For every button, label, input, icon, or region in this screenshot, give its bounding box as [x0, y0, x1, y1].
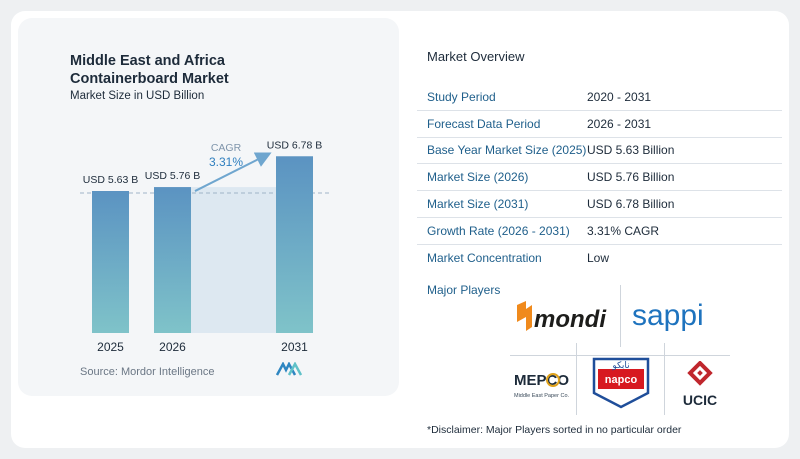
overview-row: Base Year Market Size (2025) USD 5.63 Bil…	[417, 138, 782, 165]
growth-arrow	[194, 152, 272, 192]
row-value: USD 6.78 Billion	[587, 197, 675, 212]
row-value: 3.31% CAGR	[587, 223, 660, 238]
overview-row: Study Period 2020 - 2031	[417, 84, 782, 111]
mordor-logo-icon	[276, 362, 302, 376]
disclaimer: *Disclaimer: Major Players sorted in no …	[427, 424, 682, 436]
x-tick-2026: 2026	[159, 340, 186, 354]
cagr-label: CAGR	[211, 142, 242, 154]
overview-row: Market Concentration Low	[417, 245, 782, 272]
sappi-wordmark: sappi	[632, 299, 704, 332]
source-note: Source: Mordor Intelligence	[80, 366, 215, 378]
chart-title: Middle East and Africa Containerboard Ma…	[70, 53, 229, 87]
napco-arabic: نابكو	[611, 361, 629, 371]
ucic-logo: UCIC	[683, 361, 717, 408]
x-tick-2025: 2025	[97, 340, 124, 354]
cagr-value: 3.31%	[209, 155, 243, 169]
bar-2026	[154, 187, 191, 333]
row-value: USD 5.63 Billion	[587, 143, 675, 158]
mondi-wordmark: mondi	[534, 306, 607, 333]
major-players-label: Major Players	[427, 283, 501, 297]
row-value: 2020 - 2031	[587, 89, 652, 104]
mepco-subtitle: Middle East Paper Co.	[514, 393, 569, 399]
mondi-logo: mondi	[517, 301, 607, 333]
sappi-logo: sappi	[632, 299, 704, 332]
row-label: Growth Rate (2026 - 2031)	[427, 223, 570, 238]
major-players-logos: mondi sappi MEPCO Middle East Paper Co. …	[510, 285, 730, 420]
bar-chart: USD 5.63 B 2025 USD 5.76 B 2026 USD 6.78 B 20…	[80, 139, 330, 354]
row-value: 2026 - 2031	[587, 116, 652, 131]
row-label: Market Concentration	[427, 251, 542, 266]
row-label: Study Period	[427, 89, 496, 104]
napco-logo: نابكو napco	[592, 357, 650, 409]
overview-row: Market Size (2026) USD 5.76 Billion	[417, 164, 782, 192]
overview-row: Forecast Data Period 2026 - 2031	[417, 111, 782, 138]
mepco-logo: MEPCO Middle East Paper Co.	[514, 372, 569, 399]
overview-row: Growth Rate (2026 - 2031) 3.31% CAGR	[417, 218, 782, 245]
data-label-2025: USD 5.63 B	[83, 174, 138, 186]
row-label: Market Size (2031)	[427, 197, 529, 212]
bar-2025	[92, 191, 129, 333]
logo-divider	[576, 343, 577, 415]
x-tick-2031: 2031	[281, 340, 308, 354]
row-value: Low	[587, 251, 610, 266]
chart-subtitle: Market Size in USD Billion	[70, 90, 205, 102]
forecast-band	[191, 187, 276, 333]
mepco-wordmark: MEPCO	[514, 372, 569, 389]
row-value: USD 5.76 Billion	[587, 170, 675, 185]
row-label: Forecast Data Period	[427, 116, 541, 131]
bar-2031	[276, 156, 313, 333]
ucic-wordmark: UCIC	[683, 392, 717, 408]
overview-row: Market Size (2031) USD 6.78 Billion	[417, 191, 782, 218]
ucic-diamond-icon	[687, 361, 713, 386]
data-label-2026: USD 5.76 B	[145, 170, 200, 182]
logo-divider	[664, 343, 665, 415]
logo-divider	[510, 355, 730, 356]
overview-table: Study Period 2020 - 2031 Forecast Data Pe…	[417, 84, 782, 272]
data-label-2031: USD 6.78 B	[267, 139, 322, 151]
market-overview-title: Market Overview	[427, 49, 525, 64]
row-label: Base Year Market Size (2025)	[427, 143, 587, 158]
row-label: Market Size (2026)	[427, 170, 529, 185]
napco-wordmark: napco	[605, 374, 638, 386]
logo-divider	[620, 285, 621, 347]
